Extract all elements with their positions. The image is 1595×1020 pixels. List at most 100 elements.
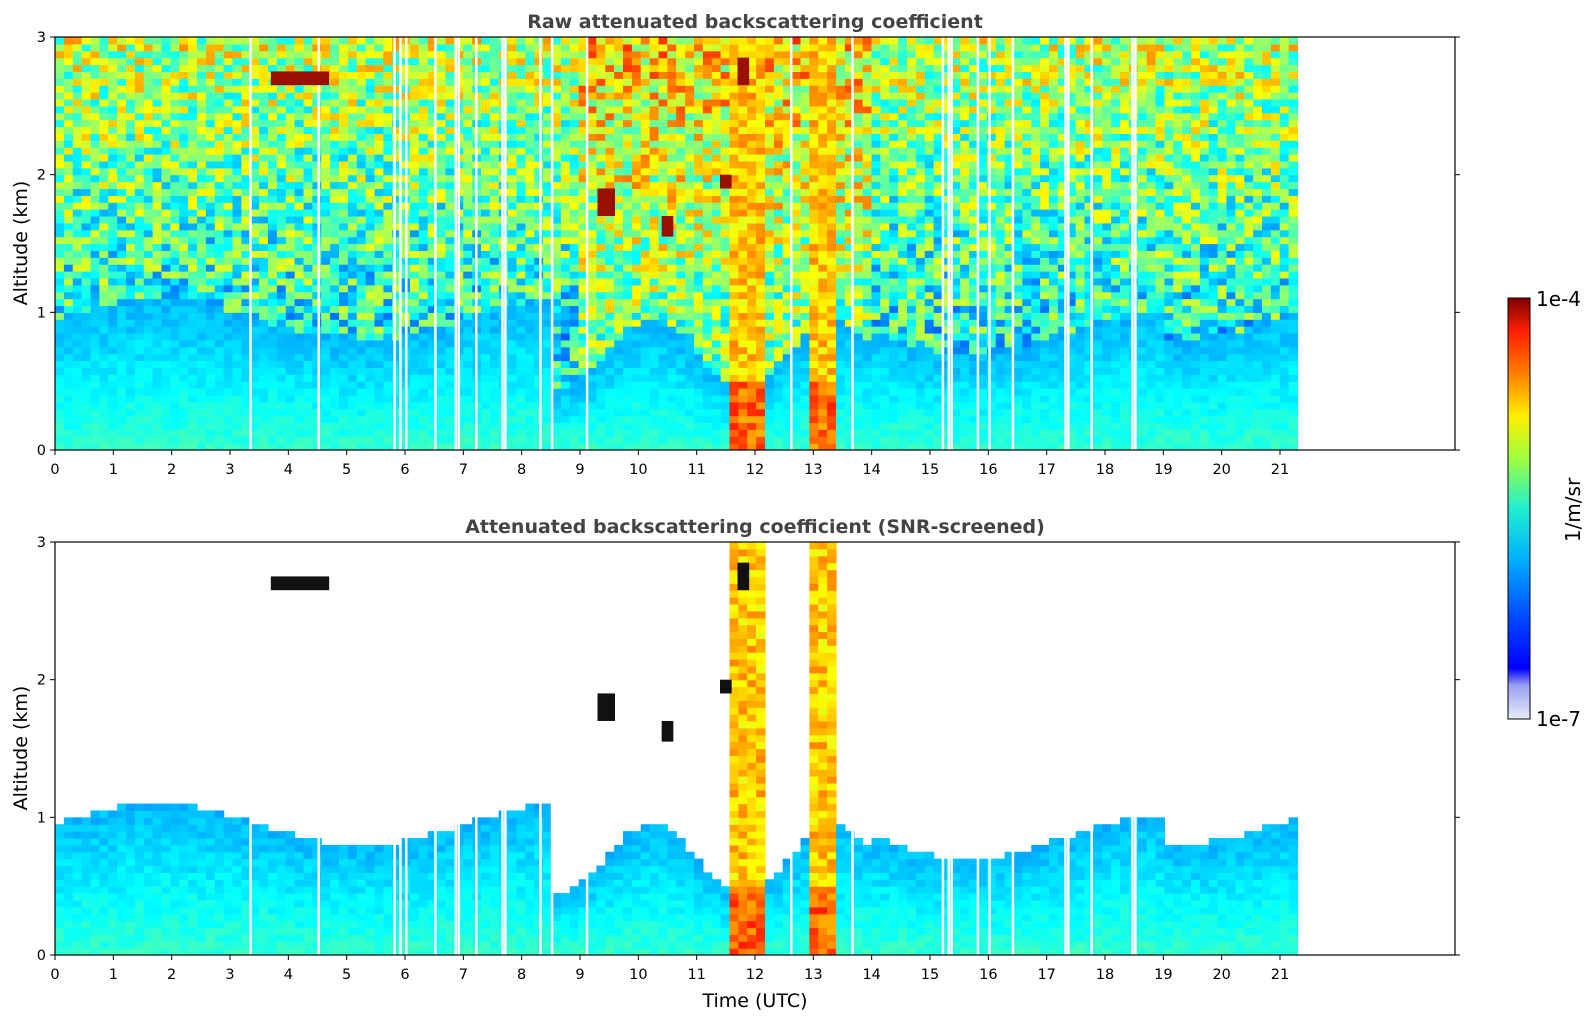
heatmap-cell	[170, 415, 180, 424]
heatmap-cell	[250, 195, 260, 203]
heatmap-cell	[463, 195, 473, 203]
heatmap-cell	[276, 360, 287, 368]
heatmap-cell	[392, 174, 402, 183]
heatmap-cell	[685, 408, 695, 417]
heatmap-cell	[667, 436, 677, 444]
heatmap-cell	[294, 174, 305, 183]
heatmap-cell	[152, 57, 163, 66]
heatmap-cell	[250, 133, 260, 141]
heatmap-cell	[197, 236, 207, 245]
heatmap-cell	[418, 394, 429, 403]
heatmap-cell	[232, 209, 242, 217]
heatmap-cell	[134, 394, 145, 403]
heatmap-cell	[392, 160, 402, 169]
heatmap-cell	[383, 360, 393, 368]
heatmap-cell	[711, 284, 722, 293]
heatmap-cell	[649, 401, 660, 410]
heatmap-cell	[392, 181, 402, 190]
heatmap-cell	[63, 167, 74, 176]
heatmap-cell	[765, 353, 775, 362]
heatmap-cell	[143, 319, 154, 327]
heatmap-cell	[685, 57, 695, 66]
heatmap-cell	[170, 394, 180, 403]
heatmap-cell	[640, 64, 651, 73]
heatmap-cell	[170, 105, 180, 114]
heatmap-cell	[170, 98, 180, 107]
heatmap-cell	[649, 319, 660, 327]
heatmap-cell	[676, 112, 686, 121]
heatmap-cell	[303, 215, 313, 224]
heatmap-cell	[702, 346, 713, 355]
heatmap-cell	[188, 188, 198, 196]
heatmap-cell	[711, 167, 722, 176]
heatmap-cell	[268, 326, 278, 334]
heatmap-cell	[285, 381, 296, 389]
heatmap-cell	[214, 167, 225, 176]
heatmap-cell	[543, 119, 553, 128]
heatmap-cell	[649, 381, 660, 389]
heatmap-cell	[720, 374, 731, 382]
heatmap-cell	[197, 277, 207, 286]
heatmap-cell	[197, 188, 207, 196]
heatmap-cell	[791, 443, 802, 450]
heatmap-cell	[108, 346, 118, 355]
heatmap-cell	[534, 436, 544, 444]
heatmap-cell	[356, 250, 367, 258]
heatmap-cell	[587, 43, 597, 52]
heatmap-cell	[383, 209, 393, 217]
heatmap-cell	[330, 174, 340, 183]
heatmap-cell	[365, 98, 376, 107]
heatmap-cell	[649, 229, 660, 238]
heatmap-cell	[702, 243, 713, 251]
heatmap-cell	[694, 394, 704, 403]
heatmap-cell	[223, 291, 234, 300]
heatmap-cell	[552, 429, 562, 437]
heatmap-cell	[658, 140, 668, 148]
heatmap-cell	[765, 374, 775, 382]
heatmap-cell	[516, 64, 526, 73]
heatmap-cell	[356, 436, 367, 444]
heatmap-cell	[72, 174, 83, 183]
heatmap-cell	[552, 50, 562, 59]
heatmap-cell	[197, 429, 207, 437]
heatmap-cell	[81, 381, 92, 389]
heatmap-cell	[55, 126, 65, 134]
heatmap-cell	[223, 277, 234, 286]
heatmap-cell	[188, 78, 198, 86]
heatmap-cell	[55, 140, 65, 148]
heatmap-cell	[685, 133, 695, 141]
heatmap-cell	[747, 195, 757, 203]
heatmap-cell	[276, 312, 287, 320]
heatmap-cell	[170, 298, 180, 307]
heatmap-cell	[63, 326, 74, 334]
heatmap-cell	[241, 92, 251, 100]
heatmap-cell	[161, 78, 171, 86]
heatmap-cell	[72, 236, 83, 245]
heatmap-cell	[525, 133, 535, 141]
heatmap-cell	[685, 64, 695, 73]
heatmap-cell	[241, 408, 251, 417]
heatmap-cell	[143, 160, 154, 169]
heatmap-cell	[374, 222, 384, 231]
heatmap-cell	[631, 222, 642, 231]
heatmap-cell	[720, 112, 731, 121]
heatmap-cell	[649, 339, 660, 348]
heatmap-cell	[427, 388, 438, 396]
heatmap-cell	[685, 346, 695, 355]
heatmap-cell	[765, 71, 775, 79]
heatmap-cell	[631, 105, 642, 114]
heatmap-cell	[623, 367, 633, 375]
heatmap-cell	[773, 140, 784, 148]
heatmap-cell	[276, 112, 287, 121]
heatmap-cell	[773, 209, 784, 217]
heatmap-cell	[738, 209, 748, 217]
heatmap-cell	[507, 367, 518, 375]
heatmap-cell	[72, 188, 83, 196]
heatmap-cell	[640, 443, 651, 450]
heatmap-cell	[560, 298, 571, 307]
heatmap-cell	[694, 78, 704, 86]
heatmap-cell	[658, 195, 668, 203]
heatmap-cell	[445, 367, 455, 375]
heatmap-cell	[773, 57, 784, 66]
heatmap-cell	[232, 443, 242, 450]
